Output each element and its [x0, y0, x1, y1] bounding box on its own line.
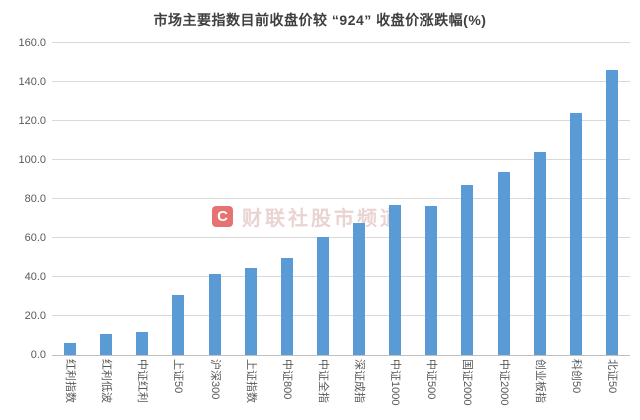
x-tick-label: 科创50	[569, 359, 582, 394]
bar-深证成指	[353, 222, 366, 355]
chart-title: 市场主要指数目前收盘价较 “924” 收盘价涨跌幅(%)	[153, 12, 487, 28]
gridline	[52, 42, 630, 43]
bar-沪深300	[208, 274, 221, 355]
x-tick-label: 中证500	[425, 359, 438, 400]
bar-slot: 中证500	[413, 43, 449, 399]
bar-中证全指	[316, 237, 329, 355]
bar-中证2000	[497, 171, 510, 355]
bar-slot: 中证800	[269, 43, 305, 399]
bar-slot: 国证2000	[449, 43, 485, 405]
y-tick-label: 140.0	[18, 76, 46, 88]
y-tick-label: 60.0	[24, 232, 46, 244]
bar-slot: 红利指数	[52, 43, 88, 403]
gridline	[52, 276, 630, 277]
x-tick-label: 深证成指	[353, 359, 366, 403]
bar-slot: 上证指数	[233, 43, 269, 403]
gridline	[52, 81, 630, 82]
bar-中证800	[280, 257, 293, 355]
x-tick-label: 中证800	[280, 359, 293, 400]
x-tick-label: 中证全指	[316, 359, 329, 403]
x-tick-label: 中证红利	[136, 359, 149, 403]
bar-slot: 沪深300	[197, 43, 233, 399]
bar-slot: 中证1000	[377, 43, 413, 405]
bar-上证指数	[244, 268, 257, 355]
x-axis-line	[52, 355, 630, 356]
x-tick-label: 红利低波	[100, 359, 113, 403]
y-tick-label: 160.0	[18, 37, 46, 49]
bar-slot: 中证红利	[124, 43, 160, 403]
x-tick-label: 红利指数	[64, 359, 77, 403]
bar-北证50	[605, 69, 618, 355]
bar-中证500	[425, 206, 438, 355]
bar-红利低波	[100, 333, 113, 355]
bar-slot: 红利低波	[88, 43, 124, 403]
y-tick-label: 100.0	[18, 154, 46, 166]
gridline	[52, 198, 630, 199]
bar-slot: 上证50	[160, 43, 196, 393]
bar-创业板指	[533, 152, 546, 355]
bar-slot: 中证2000	[486, 43, 522, 405]
gridline	[52, 237, 630, 238]
y-tick-label: 0.0	[30, 349, 46, 361]
cailianshe-logo-icon: C	[212, 206, 233, 227]
bar-slot: 北证50	[594, 43, 630, 393]
y-tick-label: 40.0	[24, 271, 46, 283]
x-tick-label: 创业板指	[533, 359, 546, 403]
x-tick-label: 国证2000	[461, 359, 474, 406]
bar-科创50	[569, 113, 582, 355]
gridline	[52, 120, 630, 121]
y-tick-label: 80.0	[24, 193, 46, 205]
gridline	[52, 315, 630, 316]
bar-上证50	[172, 294, 185, 355]
bar-slot: 中证全指	[305, 43, 341, 403]
x-tick-label: 中证2000	[497, 359, 510, 406]
bar-国证2000	[461, 185, 474, 355]
plot-area: 0.0 20.0 40.0 60.0 80.0 100.0 120.0 140.0 160.0 …	[18, 37, 630, 405]
y-tick-label: 20.0	[24, 310, 46, 322]
bar-红利指数	[64, 342, 77, 355]
bar-中证红利	[136, 331, 149, 355]
bar-slot: 深证成指	[341, 43, 377, 403]
x-tick-label: 北证50	[605, 359, 618, 394]
gridline	[52, 159, 630, 160]
x-tick-label: 上证指数	[244, 359, 257, 403]
bar-slot: 科创50	[558, 43, 594, 393]
y-tick-label: 120.0	[18, 115, 46, 127]
x-tick-label: 上证50	[172, 359, 185, 394]
bar-slot: 创业板指	[522, 43, 558, 403]
bars: 红利指数 红利低波 中证红利 上证50 沪深300 上证指数 中证800 中证全指 深证成指 中证…	[52, 43, 630, 405]
x-tick-label: 中证1000	[389, 359, 402, 406]
bar-中证1000	[389, 204, 402, 355]
x-tick-label: 沪深300	[208, 359, 221, 400]
